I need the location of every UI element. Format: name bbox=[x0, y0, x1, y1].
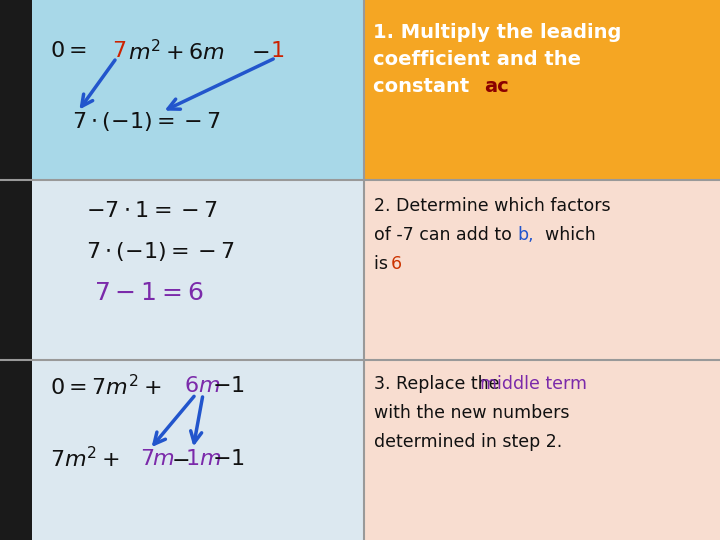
Text: $7 - 1 = 6$: $7 - 1 = 6$ bbox=[94, 281, 203, 305]
Text: $6m$: $6m$ bbox=[184, 376, 220, 396]
Bar bbox=[364, 0, 720, 180]
Text: 2. Determine which factors: 2. Determine which factors bbox=[374, 197, 611, 215]
Text: $1$: $1$ bbox=[270, 41, 284, 62]
Text: $7 \cdot (-1) = -7$: $7 \cdot (-1) = -7$ bbox=[86, 240, 235, 262]
Text: $- 1$: $- 1$ bbox=[212, 376, 246, 396]
Text: of -7 can add to: of -7 can add to bbox=[374, 226, 518, 244]
Text: 6: 6 bbox=[391, 254, 402, 273]
Text: $7m^2 + $: $7m^2 + $ bbox=[50, 447, 120, 471]
Bar bbox=[32, 360, 364, 540]
Text: ac: ac bbox=[484, 77, 508, 96]
Text: $0 = 7m^2 + $: $0 = 7m^2 + $ bbox=[50, 374, 162, 399]
Bar bbox=[0, 0, 32, 540]
Text: with the new numbers: with the new numbers bbox=[374, 404, 570, 422]
Text: coefficient and the: coefficient and the bbox=[373, 50, 581, 69]
Text: 3. Replace the: 3. Replace the bbox=[374, 375, 505, 394]
Text: which: which bbox=[534, 226, 596, 244]
Text: 1. Multiply the leading: 1. Multiply the leading bbox=[373, 23, 621, 42]
Bar bbox=[32, 0, 364, 180]
Text: $-$: $-$ bbox=[251, 41, 269, 62]
Text: middle term: middle term bbox=[480, 375, 587, 394]
Text: $-7 \cdot 1 = -7$: $-7 \cdot 1 = -7$ bbox=[86, 200, 218, 221]
Bar bbox=[364, 180, 720, 360]
Text: $m^2 + 6m$: $m^2 + 6m$ bbox=[128, 39, 225, 64]
Text: is: is bbox=[374, 254, 394, 273]
Text: $-$: $-$ bbox=[171, 449, 189, 469]
Text: b,: b, bbox=[517, 226, 534, 244]
Bar bbox=[32, 180, 364, 360]
Bar bbox=[364, 360, 720, 540]
Text: $1m$: $1m$ bbox=[185, 449, 221, 469]
Text: $7$: $7$ bbox=[112, 41, 126, 62]
Text: $- 1$: $- 1$ bbox=[212, 449, 246, 469]
Text: $0 = $: $0 = $ bbox=[50, 41, 87, 62]
Text: $7m$: $7m$ bbox=[140, 449, 175, 469]
Text: $7 \cdot (-1) = -7$: $7 \cdot (-1) = -7$ bbox=[72, 110, 221, 133]
Text: constant: constant bbox=[373, 77, 476, 96]
Text: determined in step 2.: determined in step 2. bbox=[374, 433, 562, 451]
